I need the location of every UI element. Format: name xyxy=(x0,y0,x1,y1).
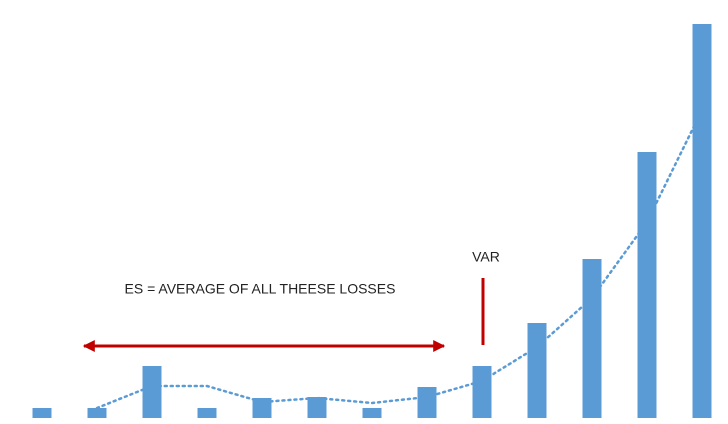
bar xyxy=(32,408,52,418)
bar xyxy=(637,152,657,418)
bar xyxy=(142,366,162,418)
bar xyxy=(307,397,327,418)
bar xyxy=(472,366,492,418)
bar xyxy=(197,408,217,418)
trend-line xyxy=(95,108,704,410)
bar xyxy=(417,387,437,418)
bar xyxy=(527,323,547,418)
bar xyxy=(252,398,272,418)
es-label: ES = AVERAGE OF ALL THEESE LOSSES xyxy=(125,281,396,297)
bar xyxy=(362,408,382,418)
bar xyxy=(582,259,602,418)
bar xyxy=(692,24,712,418)
bar xyxy=(87,408,107,418)
var-label: VAR xyxy=(472,249,500,265)
